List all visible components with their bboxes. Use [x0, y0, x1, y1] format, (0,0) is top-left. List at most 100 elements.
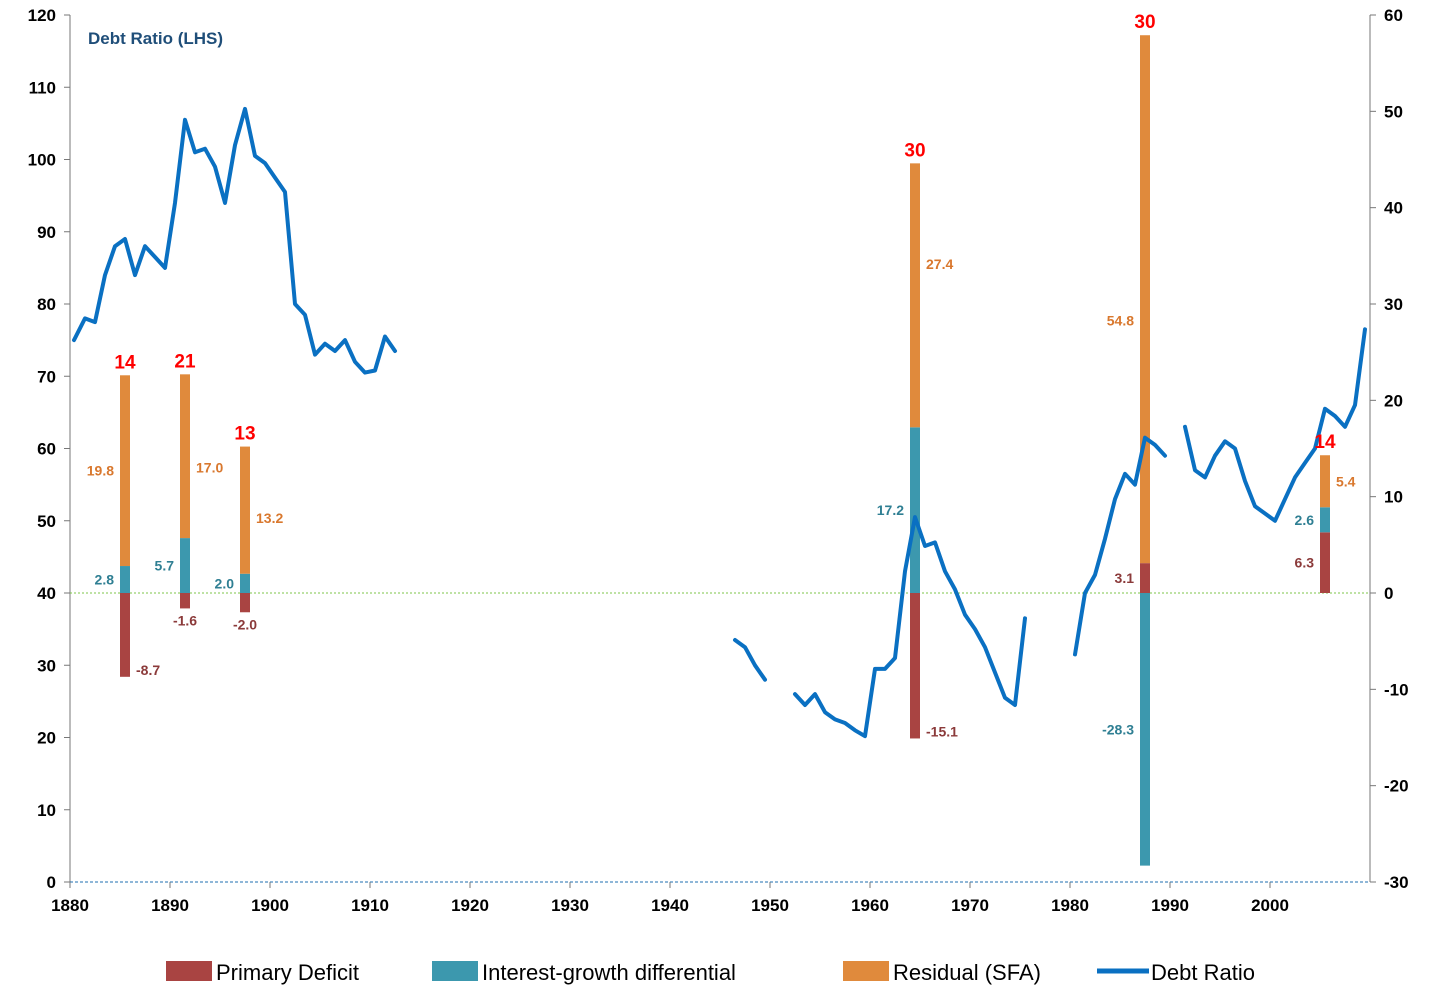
bar-value-label: 27.4: [926, 256, 953, 272]
bar-value-label: 5.7: [155, 558, 175, 574]
y-right-tick-label: 50: [1384, 102, 1403, 121]
y-right-tick-label: 30: [1384, 295, 1403, 314]
bar-segment-interest-growth: [910, 427, 920, 593]
bar-value-label: 13.2: [256, 510, 283, 526]
bar-value-label: 3.1: [1115, 570, 1135, 586]
legend-swatch: [166, 961, 212, 981]
bar-value-label: 2.6: [1295, 512, 1315, 528]
debt-ratio-series-line: [1073, 435, 1167, 657]
x-tick-label: 1880: [51, 896, 89, 915]
legend-label: Primary Deficit: [216, 960, 359, 985]
bar-segment-residual: [1140, 35, 1150, 564]
legend-item-residual: Residual (SFA): [843, 960, 1041, 985]
bar-value-label: 17.0: [196, 460, 223, 476]
legend: Primary Deficit Interest-growth different…: [166, 960, 1255, 985]
bar-segment-interest-growth: [240, 573, 250, 593]
debt-ratio-series-line: [72, 106, 397, 375]
y-left-tick-label: 50: [37, 512, 56, 531]
debt-ratio-series-line: [733, 638, 767, 682]
y-left-tick-label: 30: [37, 656, 56, 675]
debt-ratio-annotation: Debt Ratio (LHS): [88, 29, 223, 48]
bar-value-label: 6.3: [1295, 555, 1315, 571]
legend-label: Debt Ratio: [1151, 960, 1255, 985]
x-tick-label: 1990: [1151, 896, 1189, 915]
y-left-tick-label: 10: [37, 801, 56, 820]
bar-segment-interest-growth: [180, 538, 190, 593]
bar-value-label: -1.6: [173, 612, 197, 628]
y-left-tick-label: 60: [37, 440, 56, 459]
x-tick-label: 1960: [851, 896, 889, 915]
axes-layer: 0 10 20 30 40 50 60 70 80 90 100 110 120 -30 -20 -10 0 10…: [28, 6, 1409, 915]
bar-value-label: 19.8: [87, 463, 114, 479]
bar-value-label: -8.7: [136, 662, 160, 678]
y-left-tick-label: 100: [28, 151, 56, 170]
bar-segment-residual: [180, 374, 190, 539]
x-tick-label: 2000: [1251, 896, 1289, 915]
bar-total-label: 30: [904, 140, 925, 161]
y-right-tick-label: 10: [1384, 488, 1403, 507]
bar-total-label: 14: [114, 352, 136, 373]
x-tick-label: 1950: [751, 896, 789, 915]
bar-value-label: -15.1: [926, 723, 958, 739]
bar-total-label: 13: [234, 424, 255, 445]
y-right-tick-label: -10: [1384, 680, 1409, 699]
bar-total-label: 21: [174, 351, 196, 372]
x-tick-label: 1970: [951, 896, 989, 915]
bar-total-label: 14: [1314, 432, 1336, 453]
y-right-tick-label: 20: [1384, 391, 1403, 410]
bar-value-label: 2.0: [215, 575, 235, 591]
bar-value-label: -2.0: [233, 616, 257, 632]
x-tick-label: 1930: [551, 896, 589, 915]
y-left-tick-label: 40: [37, 584, 56, 603]
labels-layer: -8.7 2.8 19.8 14 -1.6 5.7 17.0 21 -2.0 2.0 13.2 13 -…: [87, 12, 1356, 739]
bar-value-label: -28.3: [1102, 721, 1134, 737]
y-right-tick-label: -20: [1384, 777, 1409, 796]
bar-segment-primary-deficit: [240, 593, 250, 613]
legend-label: Interest-growth differential: [482, 960, 736, 985]
legend-item-interest-growth: Interest-growth differential: [432, 960, 736, 985]
y-left-tick-label: 120: [28, 6, 56, 25]
x-tick-label: 1920: [451, 896, 489, 915]
bar-segment-primary-deficit: [180, 593, 190, 609]
bar-segment-primary-deficit: [120, 593, 130, 677]
bar-segment-primary-deficit: [910, 593, 920, 739]
bar-total-label: 30: [1134, 12, 1155, 33]
bar-segment-primary-deficit: [1140, 563, 1150, 593]
legend-item-debt-ratio: Debt Ratio: [1097, 960, 1255, 985]
y-left-tick-label: 90: [37, 223, 56, 242]
bar-value-label: 54.8: [1107, 313, 1134, 329]
bar-segment-residual: [910, 163, 920, 428]
x-tick-label: 1900: [251, 896, 289, 915]
bar-segment-interest-growth: [120, 566, 130, 593]
bar-segment-primary-deficit: [1320, 532, 1330, 593]
debt-ratio-series-line: [793, 515, 1027, 739]
bar-value-label: 5.4: [1336, 473, 1356, 489]
bar-value-label: 2.8: [95, 572, 115, 588]
legend-item-primary-deficit: Primary Deficit: [166, 960, 359, 985]
debt-ratio-series-line: [1183, 327, 1367, 523]
bars-layer: [120, 35, 1330, 866]
x-tick-label: 1910: [351, 896, 389, 915]
y-left-tick-label: 110: [29, 78, 56, 97]
debt-ratio-line-layer: [72, 106, 1367, 739]
y-right-tick-label: -30: [1384, 873, 1409, 892]
legend-swatch: [432, 961, 478, 981]
bar-segment-residual: [1320, 455, 1330, 508]
x-tick-label: 1890: [151, 896, 189, 915]
legend-swatch: [843, 961, 889, 981]
y-left-tick-label: 0: [47, 873, 56, 892]
y-left-tick-label: 20: [37, 729, 56, 748]
bar-value-label: 17.2: [877, 502, 904, 518]
bar-segment-interest-growth: [1140, 593, 1150, 866]
y-right-tick-label: 40: [1384, 199, 1403, 218]
x-tick-label: 1980: [1051, 896, 1089, 915]
bar-segment-residual: [120, 375, 130, 567]
y-left-tick-label: 70: [37, 367, 56, 386]
y-right-tick-label: 60: [1384, 6, 1403, 25]
x-tick-label: 1940: [651, 896, 689, 915]
bar-segment-residual: [240, 446, 250, 574]
legend-label: Residual (SFA): [893, 960, 1041, 985]
y-left-tick-label: 80: [37, 295, 56, 314]
